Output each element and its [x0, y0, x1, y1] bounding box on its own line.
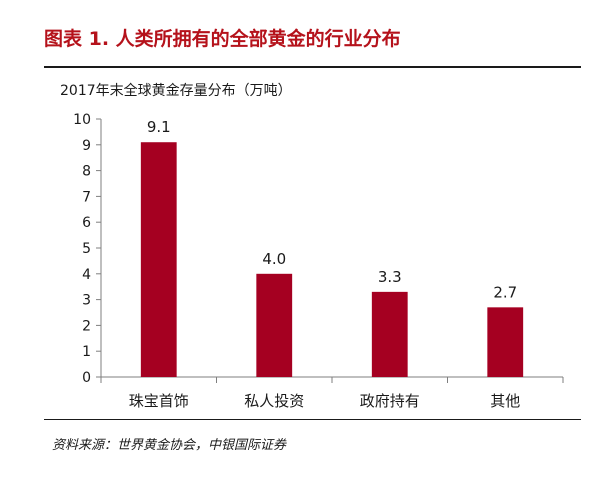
y-tick-label: 5 [82, 241, 91, 257]
y-tick-label: 6 [82, 215, 91, 231]
y-tick-label: 9 [82, 138, 91, 154]
bar [487, 307, 524, 377]
x-tick-label: 其他 [490, 392, 520, 410]
source-note: 资料来源：世界黄金协会，中银国际证券 [52, 438, 287, 453]
bar [371, 291, 408, 377]
y-tick-label: 1 [82, 344, 91, 360]
y-tick-label: 4 [82, 267, 91, 283]
data-label: 4.0 [262, 250, 286, 268]
chart-bars: 9.1 4.0 3.3 2.7 [140, 118, 524, 377]
chart-title: 2017年末全球黄金存量分布（万吨） [60, 83, 292, 99]
bottom-rule [44, 419, 581, 420]
figure-title: 图表 1. 人类所拥有的全部黄金的行业分布 [44, 28, 401, 50]
data-label: 2.7 [493, 283, 517, 301]
bar [256, 273, 293, 377]
bar [140, 142, 177, 377]
y-tick-label: 2 [82, 318, 91, 334]
y-tick-label: 8 [82, 164, 91, 180]
y-tick-label: 0 [82, 370, 91, 386]
x-tick-label: 私人投资 [244, 392, 304, 410]
y-tick-label: 10 [73, 112, 91, 128]
top-rule [44, 66, 581, 68]
data-label: 3.3 [378, 268, 402, 286]
y-tick-label: 7 [82, 189, 91, 205]
chart-axes: 0 1 2 3 4 5 6 7 8 9 10 珠宝首饰 私人投资 政府持有 其他 [73, 112, 564, 410]
y-tick-label: 3 [82, 293, 91, 309]
data-label: 9.1 [147, 118, 171, 136]
x-tick-label: 珠宝首饰 [129, 392, 189, 410]
x-tick-label: 政府持有 [360, 392, 420, 410]
